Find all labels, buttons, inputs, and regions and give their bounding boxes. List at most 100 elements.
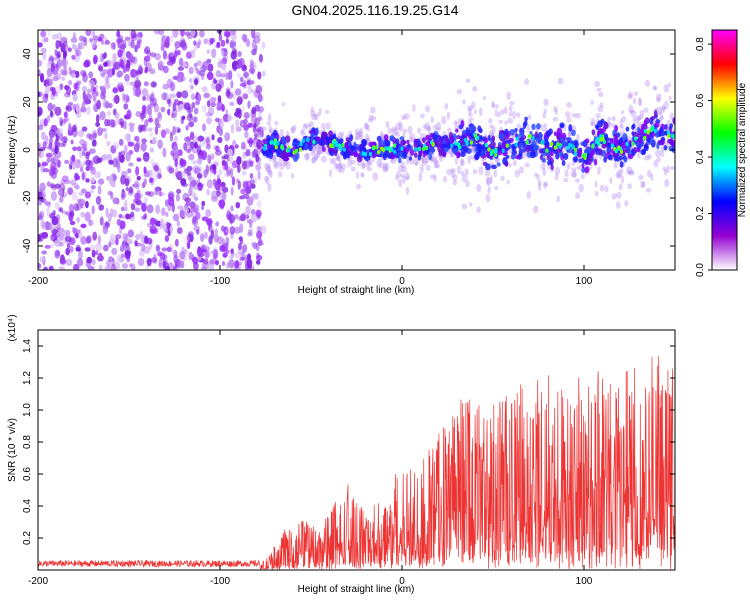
noise-point bbox=[177, 128, 181, 133]
noise-point bbox=[199, 252, 205, 258]
noise-point bbox=[62, 118, 67, 124]
noise-point bbox=[83, 99, 90, 105]
noise-point bbox=[231, 47, 237, 55]
noise-point bbox=[230, 123, 234, 134]
signal-peak-point bbox=[375, 145, 379, 150]
noise-point bbox=[38, 59, 43, 67]
noise-point bbox=[141, 215, 147, 220]
signal-halo-point bbox=[467, 155, 472, 164]
signal-halo-point bbox=[335, 163, 340, 169]
signal-halo-point bbox=[562, 177, 569, 183]
signal-halo-point bbox=[543, 98, 549, 107]
noise-point bbox=[42, 161, 49, 167]
noise-point bbox=[153, 253, 157, 262]
signal-halo-point bbox=[267, 113, 272, 122]
noise-point bbox=[114, 234, 122, 240]
noise-point bbox=[48, 265, 54, 270]
signal-halo-point bbox=[453, 120, 458, 125]
signal-peak-point bbox=[274, 145, 278, 150]
noise-point bbox=[60, 43, 66, 53]
signal-halo-point bbox=[627, 94, 633, 100]
noise-point bbox=[85, 151, 91, 156]
noise-point bbox=[169, 132, 174, 142]
noise-point bbox=[149, 52, 157, 58]
noise-point bbox=[126, 255, 131, 263]
noise-point bbox=[239, 256, 246, 262]
noise-point bbox=[227, 154, 234, 164]
signal-point bbox=[668, 138, 674, 144]
signal-halo-point bbox=[407, 125, 413, 135]
signal-point bbox=[669, 123, 674, 129]
signal-point bbox=[479, 134, 483, 141]
noise-point bbox=[235, 201, 241, 209]
signal-halo-point bbox=[402, 175, 406, 184]
x-tick-label: 0 bbox=[399, 276, 405, 287]
signal-halo-point bbox=[611, 115, 616, 122]
noise-point bbox=[52, 103, 56, 111]
signal-halo-point bbox=[412, 103, 416, 112]
signal-halo-point bbox=[656, 96, 661, 102]
noise-point bbox=[56, 32, 63, 40]
signal-halo-point bbox=[395, 174, 399, 181]
noise-point bbox=[205, 138, 210, 144]
signal-halo-point bbox=[426, 125, 431, 131]
signal-halo-point bbox=[414, 161, 419, 167]
signal-halo-point bbox=[446, 111, 451, 120]
signal-peak-point bbox=[631, 141, 635, 146]
noise-point bbox=[162, 147, 167, 158]
signal-point bbox=[430, 146, 435, 154]
noise-point bbox=[188, 231, 194, 237]
signal-point bbox=[505, 154, 510, 159]
noise-point bbox=[171, 108, 178, 118]
noise-point bbox=[51, 229, 58, 235]
signal-peak-point bbox=[643, 128, 648, 134]
signal-halo-point bbox=[570, 172, 577, 178]
noise-point bbox=[218, 199, 226, 208]
signal-halo-point bbox=[311, 156, 316, 165]
signal-point bbox=[499, 132, 505, 141]
noise-point bbox=[132, 32, 138, 38]
signal-halo-point bbox=[542, 112, 547, 119]
noise-point bbox=[145, 265, 150, 270]
noise-point bbox=[195, 164, 203, 174]
noise-point bbox=[204, 111, 212, 118]
signal-point bbox=[621, 141, 625, 146]
noise-point bbox=[172, 75, 179, 81]
signal-peak-point bbox=[494, 152, 498, 158]
noise-point bbox=[122, 92, 126, 102]
noise-point bbox=[126, 238, 133, 245]
signal-point bbox=[631, 124, 635, 130]
noise-point bbox=[44, 244, 51, 249]
noise-point bbox=[71, 190, 78, 201]
noise-point bbox=[255, 163, 262, 171]
noise-point bbox=[216, 106, 222, 111]
signal-halo-point bbox=[473, 109, 477, 115]
signal-halo-point bbox=[615, 191, 622, 199]
signal-halo-point bbox=[630, 169, 635, 175]
noise-point bbox=[249, 80, 255, 85]
signal-halo-point bbox=[597, 166, 601, 175]
noise-point bbox=[227, 70, 233, 81]
noise-point bbox=[180, 171, 187, 179]
signal-halo-point bbox=[566, 101, 572, 108]
noise-point bbox=[241, 141, 246, 150]
signal-point bbox=[387, 154, 392, 159]
noise-point bbox=[128, 53, 134, 62]
signal-peak-point bbox=[541, 139, 545, 145]
noise-point bbox=[54, 91, 59, 97]
signal-halo-point bbox=[422, 160, 427, 166]
signal-point bbox=[672, 117, 675, 125]
signal-point bbox=[406, 139, 410, 145]
noise-point bbox=[256, 252, 260, 258]
noise-point bbox=[150, 257, 158, 263]
signal-peak-point bbox=[393, 149, 397, 155]
signal-point bbox=[519, 132, 525, 138]
noise-point bbox=[39, 72, 45, 83]
signal-halo-point bbox=[310, 106, 314, 113]
noise-point bbox=[82, 71, 86, 78]
noise-point bbox=[227, 259, 235, 269]
signal-halo-point bbox=[422, 157, 428, 164]
signal-point bbox=[550, 163, 554, 171]
signal-halo-point bbox=[465, 180, 471, 188]
noise-point bbox=[242, 171, 247, 176]
